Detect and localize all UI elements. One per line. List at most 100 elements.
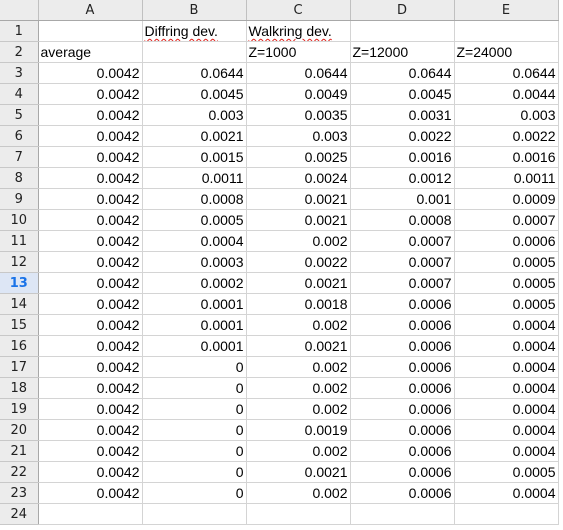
cell-e22[interactable]: 0.0005 bbox=[454, 461, 559, 483]
cell-b15[interactable]: 0.0001 bbox=[142, 314, 247, 336]
row-header[interactable]: 17 bbox=[0, 356, 39, 378]
cell-a16[interactable]: 0.0042 bbox=[38, 335, 143, 357]
cell-d22[interactable]: 0.0006 bbox=[350, 461, 455, 483]
cell-d11[interactable]: 0.0007 bbox=[350, 230, 455, 252]
cell-d19[interactable]: 0.0006 bbox=[350, 398, 455, 420]
row-header[interactable]: 19 bbox=[0, 398, 39, 420]
cell-a21[interactable]: 0.0042 bbox=[38, 440, 143, 462]
row-header[interactable]: 23 bbox=[0, 482, 39, 504]
cell-b7[interactable]: 0.0015 bbox=[142, 146, 247, 168]
cell-a18[interactable]: 0.0042 bbox=[38, 377, 143, 399]
cell-a17[interactable]: 0.0042 bbox=[38, 356, 143, 378]
cell-e1[interactable] bbox=[454, 20, 559, 42]
row-header[interactable]: 21 bbox=[0, 440, 39, 462]
cell-e6[interactable]: 0.0022 bbox=[454, 125, 559, 147]
cell-e14[interactable]: 0.0005 bbox=[454, 293, 559, 315]
cell-e23[interactable]: 0.0004 bbox=[454, 482, 559, 504]
row-header[interactable]: 20 bbox=[0, 419, 39, 441]
cell-e4[interactable]: 0.0044 bbox=[454, 83, 559, 105]
cell-a23[interactable]: 0.0042 bbox=[38, 482, 143, 504]
cell-d18[interactable]: 0.0006 bbox=[350, 377, 455, 399]
cell-b17[interactable]: 0 bbox=[142, 356, 247, 378]
cell-c23[interactable]: 0.002 bbox=[246, 482, 351, 504]
column-header-b[interactable]: B bbox=[142, 0, 247, 21]
cell-d16[interactable]: 0.0006 bbox=[350, 335, 455, 357]
cell-c14[interactable]: 0.0018 bbox=[246, 293, 351, 315]
cell-a20[interactable]: 0.0042 bbox=[38, 419, 143, 441]
cell-c20[interactable]: 0.0019 bbox=[246, 419, 351, 441]
row-header[interactable]: 12 bbox=[0, 251, 39, 273]
cell-e18[interactable]: 0.0004 bbox=[454, 377, 559, 399]
cell-b2[interactable] bbox=[142, 41, 247, 63]
cell-d2[interactable]: Z=12000 bbox=[350, 41, 455, 63]
cell-b5[interactable]: 0.003 bbox=[142, 104, 247, 126]
cell-b19[interactable]: 0 bbox=[142, 398, 247, 420]
column-header-c[interactable]: C bbox=[246, 0, 351, 21]
cell-d3[interactable]: 0.0644 bbox=[350, 62, 455, 84]
cell-b18[interactable]: 0 bbox=[142, 377, 247, 399]
cell-a4[interactable]: 0.0042 bbox=[38, 83, 143, 105]
cell-d1[interactable] bbox=[350, 20, 455, 42]
column-header-e[interactable]: E bbox=[454, 0, 559, 21]
cell-a15[interactable]: 0.0042 bbox=[38, 314, 143, 336]
cell-b20[interactable]: 0 bbox=[142, 419, 247, 441]
column-header-a[interactable]: A bbox=[38, 0, 143, 21]
cell-a8[interactable]: 0.0042 bbox=[38, 167, 143, 189]
cell-e15[interactable]: 0.0004 bbox=[454, 314, 559, 336]
cell-e13[interactable]: 0.0005 bbox=[454, 272, 559, 294]
cell-d13[interactable]: 0.0007 bbox=[350, 272, 455, 294]
cell-d17[interactable]: 0.0006 bbox=[350, 356, 455, 378]
cell-c6[interactable]: 0.003 bbox=[246, 125, 351, 147]
row-header[interactable]: 14 bbox=[0, 293, 39, 315]
cell-c19[interactable]: 0.002 bbox=[246, 398, 351, 420]
cell-e3[interactable]: 0.0644 bbox=[454, 62, 559, 84]
cell-c18[interactable]: 0.002 bbox=[246, 377, 351, 399]
row-header[interactable]: 1 bbox=[0, 20, 39, 42]
cell-c12[interactable]: 0.0022 bbox=[246, 251, 351, 273]
row-header[interactable]: 4 bbox=[0, 83, 39, 105]
cell-e21[interactable]: 0.0004 bbox=[454, 440, 559, 462]
row-header[interactable]: 10 bbox=[0, 209, 39, 231]
cell-a13[interactable]: 0.0042 bbox=[38, 272, 143, 294]
row-header[interactable]: 7 bbox=[0, 146, 39, 168]
cell-c21[interactable]: 0.002 bbox=[246, 440, 351, 462]
row-header[interactable]: 8 bbox=[0, 167, 39, 189]
cell-b21[interactable]: 0 bbox=[142, 440, 247, 462]
cell-d14[interactable]: 0.0006 bbox=[350, 293, 455, 315]
cell-a10[interactable]: 0.0042 bbox=[38, 209, 143, 231]
cell-e19[interactable]: 0.0004 bbox=[454, 398, 559, 420]
row-header[interactable]: 13 bbox=[0, 272, 39, 294]
cell-b6[interactable]: 0.0021 bbox=[142, 125, 247, 147]
cell-a11[interactable]: 0.0042 bbox=[38, 230, 143, 252]
column-header-d[interactable]: D bbox=[350, 0, 455, 21]
row-header[interactable]: 9 bbox=[0, 188, 39, 210]
cell-a12[interactable]: 0.0042 bbox=[38, 251, 143, 273]
cell-a5[interactable]: 0.0042 bbox=[38, 104, 143, 126]
cell-c7[interactable]: 0.0025 bbox=[246, 146, 351, 168]
cell-c15[interactable]: 0.002 bbox=[246, 314, 351, 336]
cell-b8[interactable]: 0.0011 bbox=[142, 167, 247, 189]
cell-e20[interactable]: 0.0004 bbox=[454, 419, 559, 441]
cell-a24[interactable] bbox=[38, 503, 143, 525]
cell-b11[interactable]: 0.0004 bbox=[142, 230, 247, 252]
cell-e10[interactable]: 0.0007 bbox=[454, 209, 559, 231]
cell-d10[interactable]: 0.0008 bbox=[350, 209, 455, 231]
cell-d24[interactable] bbox=[350, 503, 455, 525]
cell-d20[interactable]: 0.0006 bbox=[350, 419, 455, 441]
row-header[interactable]: 6 bbox=[0, 125, 39, 147]
cell-a2[interactable]: average bbox=[38, 41, 143, 63]
cell-d9[interactable]: 0.001 bbox=[350, 188, 455, 210]
cell-a22[interactable]: 0.0042 bbox=[38, 461, 143, 483]
cell-a19[interactable]: 0.0042 bbox=[38, 398, 143, 420]
cell-c22[interactable]: 0.0021 bbox=[246, 461, 351, 483]
cell-e17[interactable]: 0.0004 bbox=[454, 356, 559, 378]
cell-b24[interactable] bbox=[142, 503, 247, 525]
cell-b12[interactable]: 0.0003 bbox=[142, 251, 247, 273]
row-header[interactable]: 18 bbox=[0, 377, 39, 399]
cell-a3[interactable]: 0.0042 bbox=[38, 62, 143, 84]
row-header[interactable]: 11 bbox=[0, 230, 39, 252]
cell-d15[interactable]: 0.0006 bbox=[350, 314, 455, 336]
select-all-corner[interactable] bbox=[0, 0, 39, 21]
cell-a9[interactable]: 0.0042 bbox=[38, 188, 143, 210]
cell-b3[interactable]: 0.0644 bbox=[142, 62, 247, 84]
